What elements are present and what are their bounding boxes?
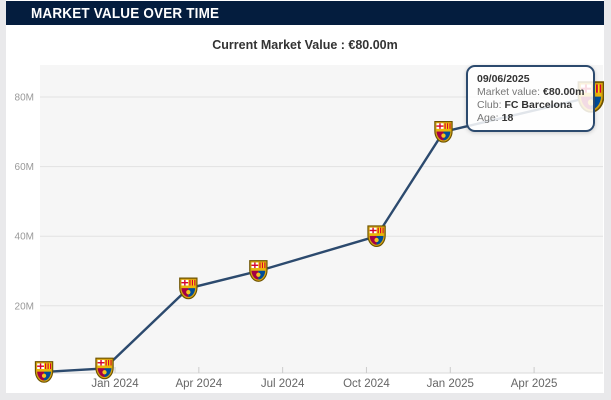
- page-title: MARKET VALUE OVER TIME: [31, 4, 220, 22]
- x-axis-label: Jan 2025: [427, 378, 474, 390]
- data-point-crest-icon[interactable]: [368, 226, 385, 247]
- data-point-crest-icon[interactable]: [180, 278, 197, 299]
- y-axis-label: 80M: [15, 93, 34, 104]
- data-point-tooltip: 09/06/2025 Market value: €80.00m Club: FC …: [466, 65, 596, 132]
- data-point-crest-icon[interactable]: [250, 261, 267, 282]
- tooltip-row-age: Age: 18: [477, 112, 514, 124]
- data-point-crest-icon[interactable]: [35, 362, 52, 383]
- y-axis-label: 40M: [15, 232, 34, 243]
- x-axis-label: Apr 2025: [511, 378, 558, 390]
- data-point-crest-icon[interactable]: [435, 122, 452, 143]
- y-axis-label: 20M: [15, 301, 34, 312]
- header-bar: MARKET VALUE OVER TIME: [6, 1, 604, 25]
- x-axis-label: Jan 2024: [91, 378, 139, 390]
- x-axis-label: Jul 2024: [261, 378, 305, 390]
- market-value-card: MARKET VALUE OVER TIME Current Market Va…: [6, 0, 604, 393]
- x-axis-label: Apr 2024: [175, 378, 222, 390]
- current-market-value-label: Current Market Value : €80.00m: [212, 38, 398, 52]
- data-point-crest-icon[interactable]: [96, 358, 113, 379]
- market-value-chart[interactable]: 20M 40M 60M 80M Jan 2024 Apr 2024 Jul 2024 Oct …: [6, 0, 604, 393]
- tooltip-row-club: Club: FC Barcelona: [477, 99, 573, 111]
- y-axis-label: 60M: [15, 162, 34, 173]
- x-axis-label: Oct 2024: [343, 378, 390, 390]
- tooltip-row-market-value: Market value: €80.00m: [477, 86, 585, 98]
- tooltip-date: 09/06/2025: [477, 73, 530, 85]
